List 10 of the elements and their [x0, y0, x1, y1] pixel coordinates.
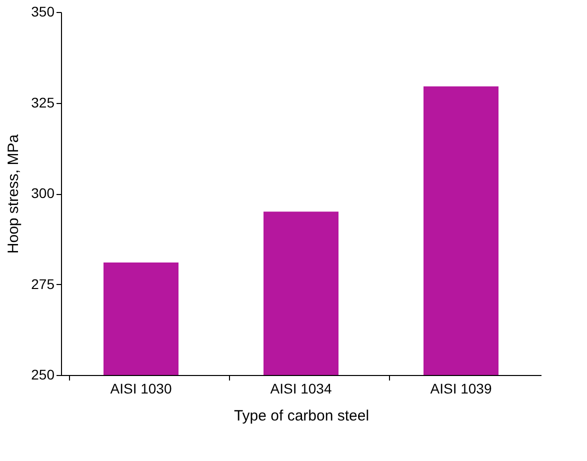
y-tick-label: 350 — [31, 4, 55, 20]
y-tick-label: 250 — [31, 366, 55, 382]
y-tick-label: 275 — [31, 276, 55, 292]
y-tick-label: 300 — [31, 185, 55, 201]
y-tick-label: 325 — [31, 94, 55, 110]
x-tick-label: AISI 1030 — [110, 380, 172, 396]
x-axis-title: Type of carbon steel — [234, 408, 370, 424]
x-tick-label: AISI 1034 — [270, 380, 332, 396]
y-axis-title: Hoop stress, MPa — [5, 134, 22, 254]
x-tick-label: AISI 1039 — [430, 380, 492, 396]
